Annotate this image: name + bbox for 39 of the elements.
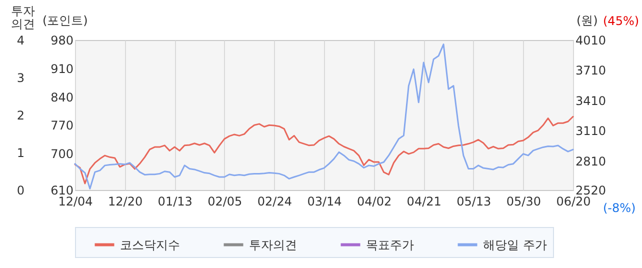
y-tick-label: 770 <box>50 118 74 133</box>
text: (-8%) <box>603 201 636 215</box>
x-tick-label: 01/13 <box>158 194 192 208</box>
x-tick-label: 06/20 <box>556 194 591 208</box>
y2-axis-title: (원) <box>576 14 598 28</box>
legend-label: 해당일 주가 <box>483 238 547 252</box>
y3-tick-label: 3 <box>16 71 24 85</box>
line-series <box>74 44 574 190</box>
y2-tick-label: 2810 <box>576 154 606 168</box>
x-tick-label: 12/04 <box>58 194 93 208</box>
y-tick-label: 840 <box>50 90 74 104</box>
x-tick-label: 05/13 <box>456 194 492 208</box>
y2-tick-label: 3110 <box>576 124 606 138</box>
y2-tick-label: 2520 <box>576 184 606 198</box>
text: (45%) <box>603 14 640 28</box>
y-tick-label: 910 <box>50 62 74 76</box>
y2-tick-label: 3410 <box>576 94 606 108</box>
y3-tick-label: 2 <box>16 108 24 122</box>
x-tick-label: 05/30 <box>506 194 541 208</box>
line-series <box>74 116 574 184</box>
legend-label: 투자의견 <box>249 238 297 252</box>
legend-label: 코스닥지수 <box>120 238 180 252</box>
legend-label: 목표주가 <box>366 238 414 252</box>
y2-tick-label: 4010 <box>576 34 606 48</box>
x-tick-label: 12/20 <box>108 194 143 208</box>
y3-tick-label: 4 <box>16 34 24 48</box>
x-tick-label: 03/14 <box>307 194 342 208</box>
x-tick-label: 04/21 <box>406 194 442 208</box>
y2-tick-label: 3710 <box>576 64 606 78</box>
y3-axis-title: 투자의견 <box>11 4 36 31</box>
y-tick-label: 700 <box>50 147 74 162</box>
x-tick-label: 04/02 <box>357 194 392 208</box>
x-tick-label: 02/05 <box>208 194 242 208</box>
y3-tick-label: 0 <box>16 184 24 198</box>
x-tick-label: 02/24 <box>257 194 292 208</box>
y-tick-label: 610 <box>50 184 74 198</box>
y-axis-title: (포인트) <box>42 14 88 28</box>
y3-tick-label: 1 <box>16 146 24 160</box>
y-tick-label: 980 <box>50 34 74 48</box>
